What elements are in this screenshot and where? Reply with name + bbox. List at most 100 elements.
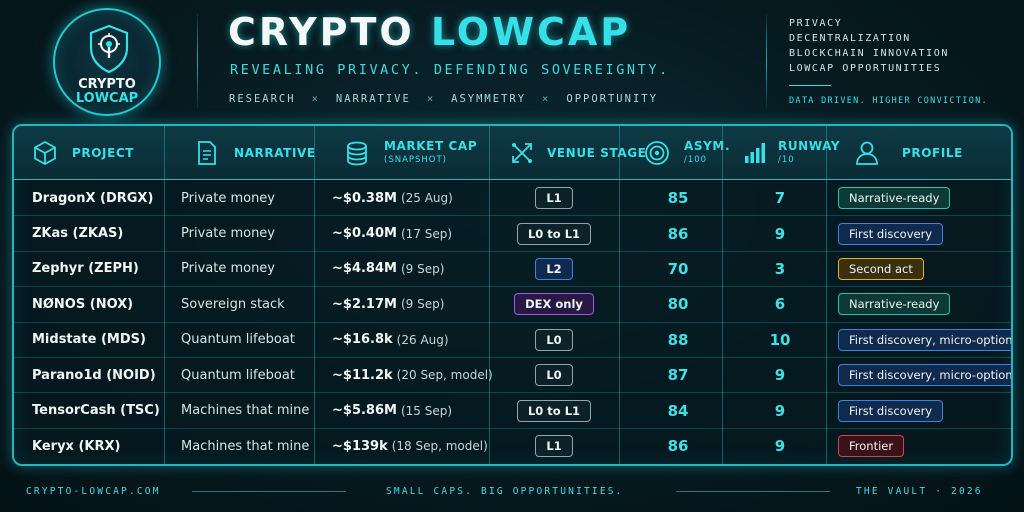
project-name: Midstate (MDS) bbox=[32, 332, 146, 348]
venue-badge: L0 to L1 bbox=[516, 222, 592, 245]
market-cap-date: (18 Sep, model) bbox=[391, 439, 488, 454]
table-row[interactable]: Keryx (KRX) Machines that mine ~$139k (18… bbox=[14, 429, 1011, 464]
market-cap: ~$5.86M (15 Sep) bbox=[332, 393, 452, 427]
profile: First discovery bbox=[838, 393, 944, 427]
topic-item: DECENTRALIZATION bbox=[789, 33, 911, 44]
project-name: TensorCash (TSC) bbox=[32, 403, 160, 419]
table-row[interactable]: TensorCash (TSC) Machines that mine ~$5.… bbox=[14, 393, 1011, 429]
header-venue: VENUE STAGE bbox=[509, 126, 646, 180]
table-row[interactable]: DragonX (DRGX) Private money ~$0.38M (25 … bbox=[14, 181, 1011, 217]
profile: Narrative-ready bbox=[838, 181, 951, 215]
venue-badge: L2 bbox=[535, 257, 573, 280]
keyword-separator: × bbox=[311, 93, 320, 105]
asym-score: 88 bbox=[667, 330, 689, 349]
table-row[interactable]: NØNOS (NOX) Sovereign stack ~$2.17M (9 Se… bbox=[14, 287, 1011, 323]
bar-chart-icon bbox=[745, 143, 765, 163]
venue-stage: L0 to L1 bbox=[489, 216, 619, 250]
market-cap-value: ~$139k bbox=[332, 438, 388, 454]
column-divider bbox=[722, 126, 723, 464]
market-cap: ~$16.8k (26 Aug) bbox=[332, 323, 449, 357]
profile-badge: First discovery bbox=[838, 399, 944, 422]
market-cap-date: (17 Sep) bbox=[400, 226, 453, 241]
market-cap-value: ~$11.2k bbox=[332, 367, 393, 383]
venue-badge: L1 bbox=[535, 187, 573, 210]
crossed-arrows-icon bbox=[512, 143, 532, 163]
narrative: Private money bbox=[181, 226, 276, 242]
column-divider bbox=[164, 126, 165, 464]
header-label: MARKET CAP (SNAPSHOT) bbox=[384, 139, 477, 167]
project-table: PROJECT NARRATIVE MARKET CAP (SNAPSHOT) bbox=[12, 124, 1013, 466]
market-cap: ~$0.40M (17 Sep) bbox=[332, 216, 452, 250]
narrative: Private money bbox=[181, 190, 276, 206]
market-cap-value: ~$4.84M bbox=[332, 261, 397, 277]
profile-badge: Narrative-ready bbox=[838, 293, 951, 316]
narrative: Quantum lifeboat bbox=[181, 332, 295, 348]
venue-stage: L1 bbox=[489, 181, 619, 215]
profile-badge: Frontier bbox=[838, 435, 905, 458]
column-divider bbox=[826, 126, 827, 464]
logo-text-line1: CRYPTO bbox=[78, 77, 136, 92]
header-label: NARRATIVE bbox=[234, 146, 316, 160]
header-label: PROFILE bbox=[902, 146, 963, 160]
table-body: DragonX (DRGX) Private money ~$0.38M (25 … bbox=[14, 181, 1011, 464]
runway-score: 9 bbox=[774, 437, 786, 456]
header-project: PROJECT bbox=[32, 126, 134, 180]
asym-score: 85 bbox=[667, 189, 689, 208]
table-row[interactable]: Parano1d (NOID) Quantum lifeboat ~$11.2k… bbox=[14, 358, 1011, 394]
market-cap-value: ~$0.40M bbox=[332, 226, 397, 242]
profile-badge: Narrative-ready bbox=[838, 187, 951, 210]
project-name: Zephyr (ZEPH) bbox=[32, 261, 139, 277]
market-cap-value: ~$0.38M bbox=[332, 190, 397, 206]
profile: First discovery bbox=[838, 216, 944, 250]
topic-item: PRIVACY bbox=[789, 18, 843, 29]
header-label-sub: /100 bbox=[684, 155, 708, 165]
keyword-separator: × bbox=[426, 93, 436, 105]
market-cap-value: ~$16.8k bbox=[332, 332, 393, 348]
header-label-main: ASYM. bbox=[684, 139, 731, 153]
venue-badge: L1 bbox=[535, 435, 573, 458]
header-profile: PROFILE bbox=[854, 126, 963, 180]
table-row[interactable]: ZKas (ZKAS) Private money ~$0.40M (17 Sep… bbox=[14, 216, 1011, 252]
runway-score: 6 bbox=[774, 295, 786, 314]
header-label-sub: (SNAPSHOT) bbox=[384, 155, 447, 165]
header-market-cap: MARKET CAP (SNAPSHOT) bbox=[344, 126, 477, 180]
target-icon bbox=[645, 141, 669, 165]
table-row[interactable]: Zephyr (ZEPH) Private money ~$4.84M (9 Se… bbox=[14, 252, 1011, 288]
venue-stage: L0 bbox=[489, 323, 619, 357]
narrative: Quantum lifeboat bbox=[181, 367, 295, 383]
footer-vault: THE VAULT · 2026 bbox=[856, 486, 983, 497]
asym-score: 86 bbox=[667, 437, 689, 456]
shield-keyhole-icon bbox=[89, 24, 129, 74]
asym-score: 84 bbox=[667, 401, 689, 420]
project-name: Keryx (KRX) bbox=[32, 438, 121, 454]
market-cap-value: ~$5.86M bbox=[332, 403, 397, 419]
project-name: Parano1d (NOID) bbox=[32, 367, 156, 383]
footer-slogan: SMALL CAPS. BIG OPPORTUNITIES. bbox=[386, 486, 624, 497]
market-cap: ~$0.38M (25 Aug) bbox=[332, 181, 453, 215]
document-icon bbox=[198, 141, 216, 165]
keyword-separator: × bbox=[542, 93, 551, 105]
title-part1: CRYPTO bbox=[228, 10, 415, 54]
venue-badge: L0 to L1 bbox=[516, 399, 592, 422]
footer-rule bbox=[192, 491, 346, 492]
profile-badge: First discovery, micro-option bbox=[838, 328, 1011, 351]
tagline: REVEALING PRIVACY. DEFENDING SOVEREIGNTY… bbox=[230, 62, 670, 78]
narrative: Machines that mine bbox=[181, 438, 310, 454]
runway-score: 9 bbox=[774, 224, 786, 243]
header-divider-left bbox=[197, 14, 198, 108]
venue-badge: DEX only bbox=[514, 293, 594, 316]
keyword: OPPORTUNITY bbox=[566, 93, 658, 105]
header-label: RUNWAY /10 bbox=[778, 139, 840, 167]
keyword-row: RESEARCH × NARRATIVE × ASYMMETRY × OPPORTUNITY bbox=[229, 93, 658, 105]
header-asym: ASYM. /100 bbox=[644, 126, 730, 180]
market-cap: ~$4.84M (9 Sep) bbox=[332, 252, 444, 286]
market-cap-date: (9 Sep) bbox=[400, 297, 445, 312]
venue-badge: L0 bbox=[535, 328, 573, 351]
page-title: CRYPTO LOWCAP bbox=[228, 10, 631, 54]
venue-stage: DEX only bbox=[489, 287, 619, 321]
table-row[interactable]: Midstate (MDS) Quantum lifeboat ~$16.8k(… bbox=[14, 323, 1011, 358]
runway-score: 10 bbox=[769, 330, 791, 349]
market-cap: ~$139k (18 Sep, model) bbox=[332, 429, 488, 464]
footer-website[interactable]: CRYPTO-LOWCAP.COM bbox=[26, 486, 161, 497]
runway-score: 9 bbox=[774, 401, 786, 420]
